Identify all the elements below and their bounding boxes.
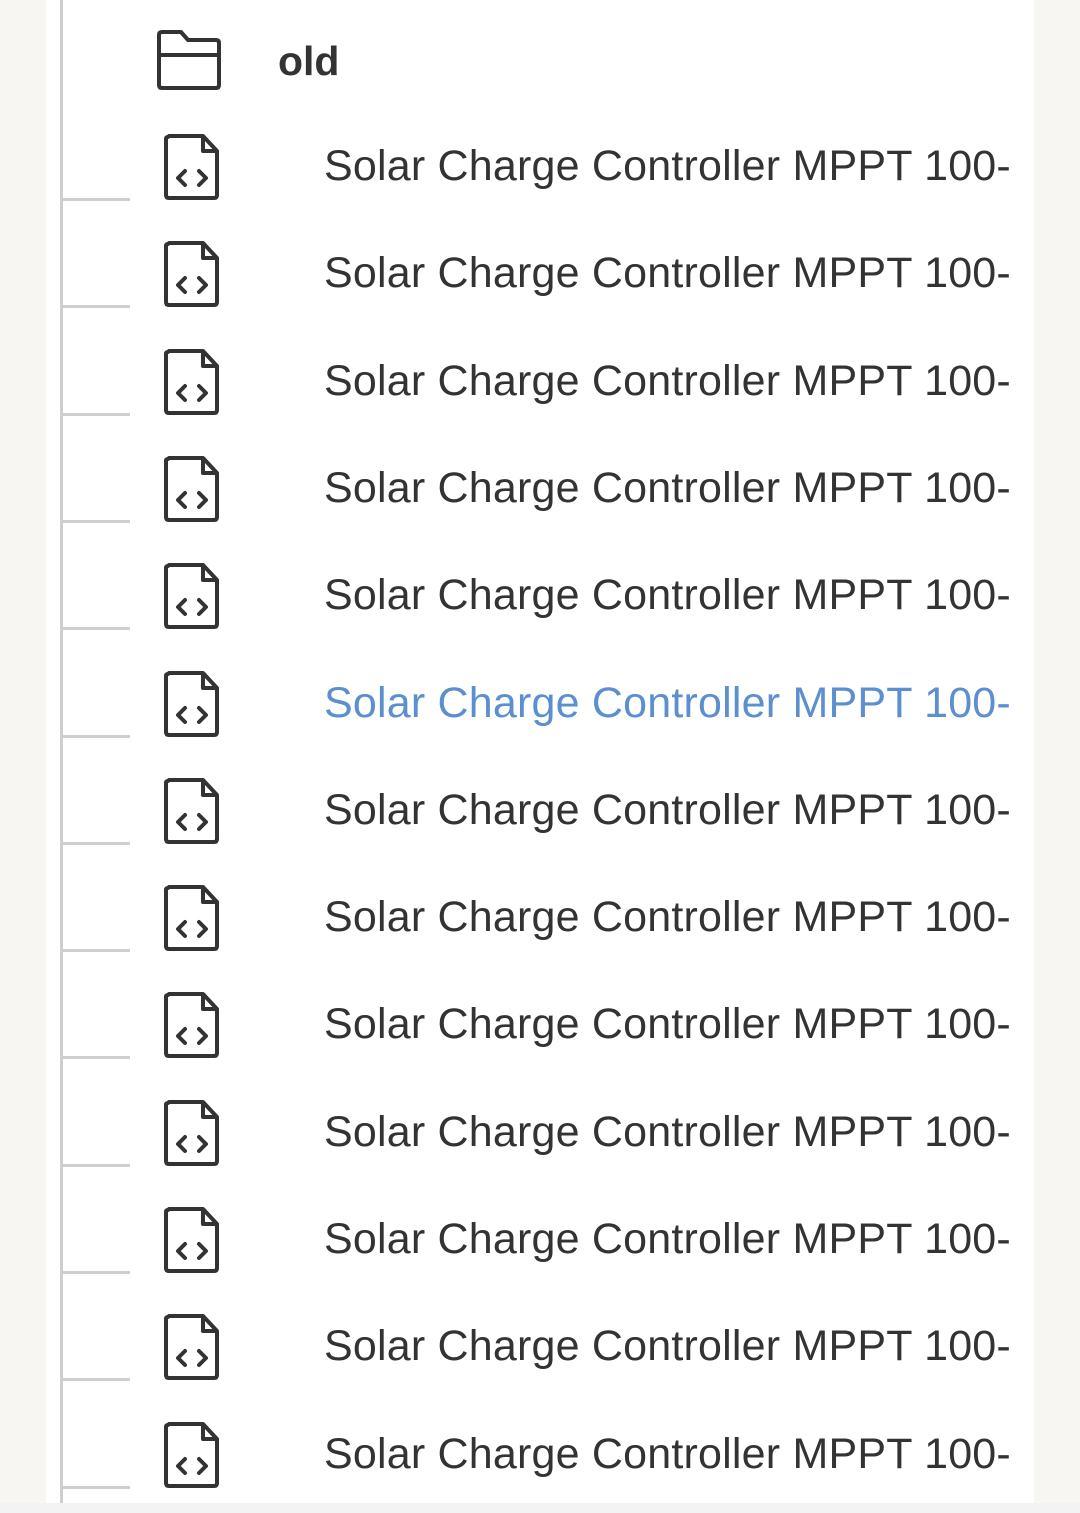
- file-row[interactable]: Solar Charge Controller MPPT 100-: [46, 115, 1034, 222]
- code-file-icon: [163, 348, 221, 421]
- folder-icon: [156, 30, 222, 95]
- tree-connector: [60, 841, 130, 845]
- code-file-icon: [163, 1099, 221, 1172]
- file-row[interactable]: Solar Charge Controller MPPT 100-: [46, 544, 1034, 651]
- code-file-icon: [163, 1313, 221, 1386]
- file-name: Solar Charge Controller MPPT 100-: [324, 785, 1011, 834]
- code-file-icon: [163, 562, 221, 635]
- file-row[interactable]: Solar Charge Controller MPPT 100-: [46, 437, 1034, 544]
- tree-connector: [60, 519, 130, 523]
- tree-guide-line: [60, 0, 63, 1503]
- file-name: Solar Charge Controller MPPT 100-: [324, 1429, 1011, 1478]
- file-name: Solar Charge Controller MPPT 100-: [324, 1215, 1011, 1263]
- code-file-icon: [163, 991, 221, 1064]
- code-file-icon: [163, 670, 221, 743]
- folder-row-old[interactable]: old: [46, 12, 1034, 112]
- file-row[interactable]: Solar Charge Controller MPPT 100-: [46, 973, 1034, 1080]
- file-row[interactable]: Solar Charge Controller MPPT 100-: [46, 330, 1034, 437]
- file-name: Solar Charge Controller MPPT 100-: [324, 142, 1011, 190]
- code-file-icon: [163, 1206, 221, 1279]
- tree-connector: [60, 1271, 130, 1274]
- file-row[interactable]: Solar Charge Controller MPPT 100-: [46, 222, 1034, 329]
- file-name: Solar Charge Controller MPPT 100-: [324, 1000, 1011, 1049]
- file-name: Solar Charge Controller MPPT 100-: [324, 678, 1011, 727]
- file-row[interactable]: Solar Charge Controller MPPT 100-: [46, 866, 1034, 973]
- tree-connector: [60, 1485, 130, 1489]
- code-file-icon: [163, 1421, 221, 1494]
- tree-connector: [60, 198, 130, 201]
- file-name: Solar Charge Controller MPPT 100-: [324, 1107, 1011, 1156]
- bottom-strip: [0, 1503, 1080, 1513]
- file-row[interactable]: Solar Charge Controller MPPT 100-: [46, 1188, 1034, 1295]
- file-name: Solar Charge Controller MPPT 100-: [324, 1322, 1011, 1371]
- file-row[interactable]: Solar Charge Controller MPPT 100-: [46, 1081, 1034, 1188]
- tree-connector: [60, 412, 130, 416]
- code-file-icon: [163, 884, 221, 957]
- tree-connector: [60, 734, 130, 738]
- tree-connector: [60, 305, 130, 309]
- file-name: Solar Charge Controller MPPT 100-: [324, 893, 1011, 942]
- code-file-icon: [163, 240, 221, 313]
- tree-connector: [60, 627, 130, 631]
- file-name: Solar Charge Controller MPPT 100-: [324, 463, 1011, 512]
- file-row[interactable]: Solar Charge Controller MPPT 100-: [46, 652, 1034, 759]
- file-tree-panel: old Solar Charge Controller MPPT 100- Sol…: [46, 0, 1034, 1503]
- file-name: Solar Charge Controller MPPT 100-: [324, 356, 1011, 405]
- tree-connector: [60, 1056, 130, 1060]
- file-row[interactable]: Solar Charge Controller MPPT 100-: [46, 1403, 1034, 1503]
- code-file-icon: [163, 133, 221, 206]
- code-file-icon: [163, 777, 221, 850]
- tree-connector: [60, 1163, 130, 1167]
- code-file-icon: [163, 455, 221, 528]
- file-row[interactable]: Solar Charge Controller MPPT 100-: [46, 1295, 1034, 1402]
- folder-name: old: [278, 38, 340, 84]
- file-name: Solar Charge Controller MPPT 100-: [324, 249, 1011, 298]
- tree-connector: [60, 1378, 130, 1382]
- file-name: Solar Charge Controller MPPT 100-: [324, 571, 1011, 620]
- tree-connector: [60, 949, 130, 953]
- file-row[interactable]: Solar Charge Controller MPPT 100-: [46, 759, 1034, 866]
